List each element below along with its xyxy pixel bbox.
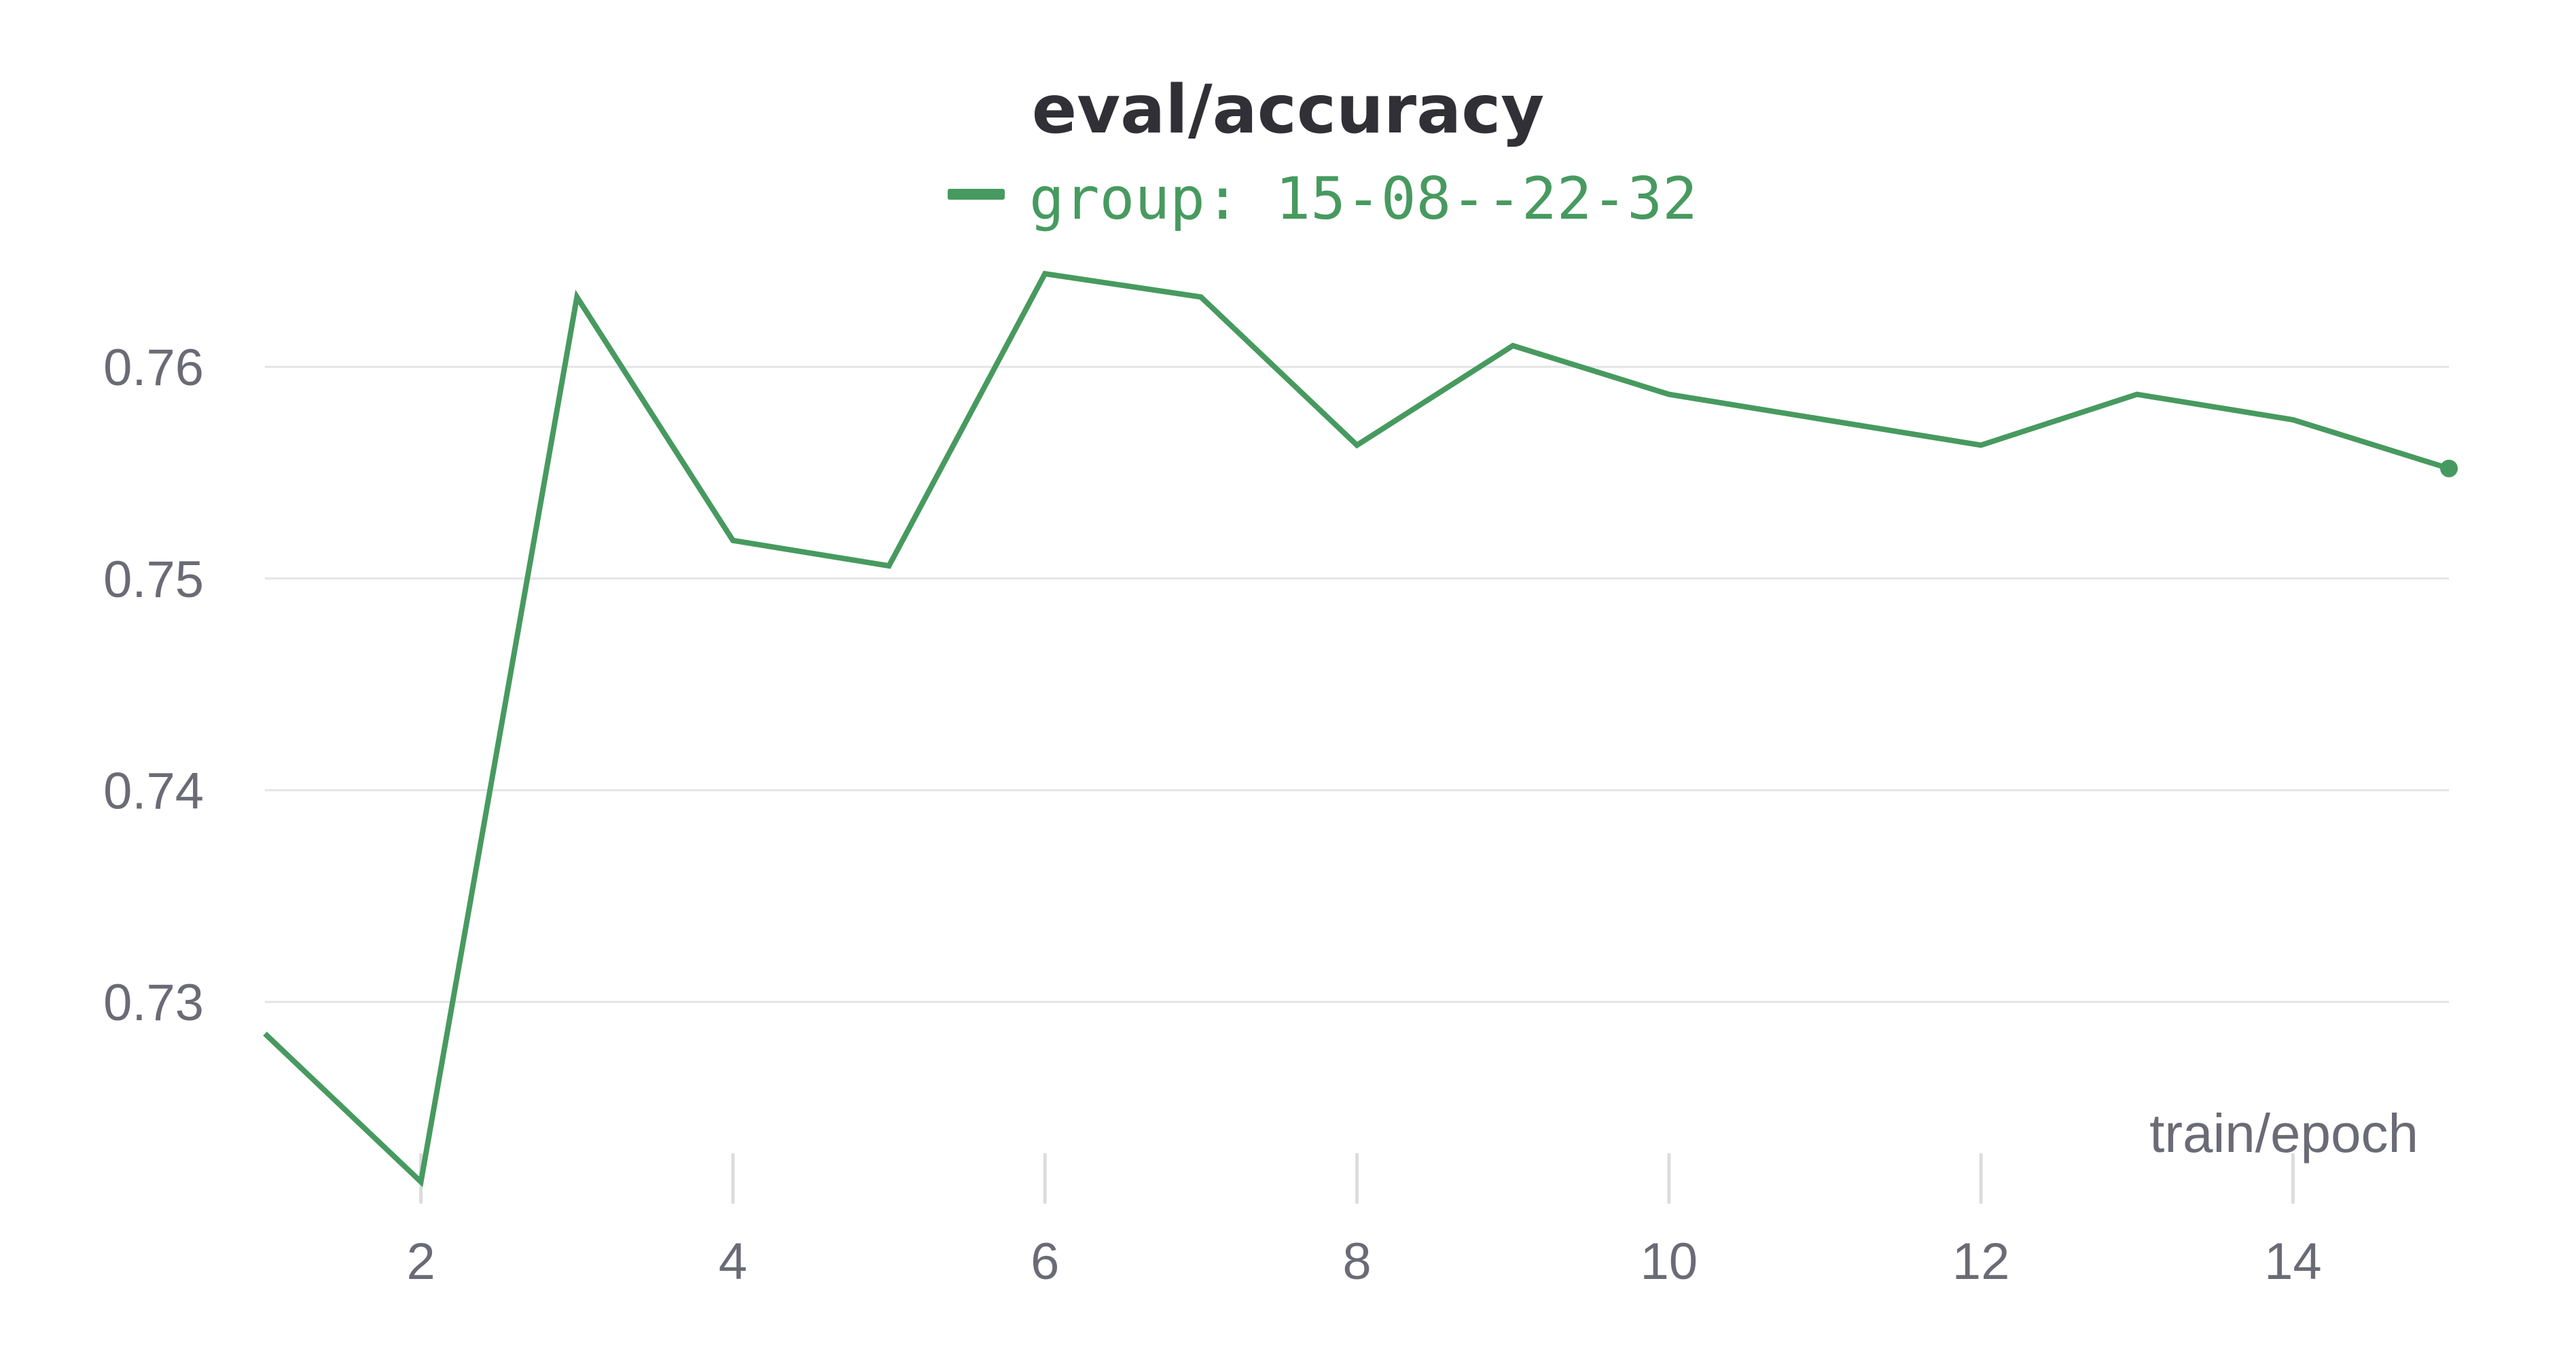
x-tick-label: 14 [2264, 1233, 2322, 1291]
chart-title: eval/accuracy [1032, 71, 1544, 149]
x-tick-label: 2 [407, 1233, 435, 1291]
y-tick-label: 0.76 [103, 339, 204, 397]
series-layer [263, 270, 2458, 1188]
x-tick-label: 12 [1952, 1233, 2010, 1291]
gridlines [265, 365, 2449, 1003]
series-line[interactable] [263, 270, 2450, 1188]
x-tick-label: 4 [719, 1233, 747, 1291]
legend-swatch [948, 189, 1005, 200]
y-tick-label: 0.74 [103, 762, 204, 820]
x-axis-label: train/epoch [2149, 1103, 2418, 1163]
x-tick-label: 10 [1641, 1233, 1698, 1291]
x-tick-label: 6 [1031, 1233, 1059, 1291]
y-tick-label: 0.73 [103, 974, 204, 1032]
legend-label: group: 15-08--22-32 [1029, 165, 1698, 233]
y-tick-label: 0.75 [103, 551, 204, 609]
series-endpoint-marker[interactable] [2440, 459, 2458, 477]
x-tick-label: 8 [1342, 1233, 1371, 1291]
y-axis: 0.73 0.74 0.75 0.76 [103, 339, 204, 1032]
legend[interactable]: group: 15-08--22-32 [948, 165, 1698, 233]
x-axis: 2 4 6 8 10 12 14 [407, 1153, 2322, 1291]
